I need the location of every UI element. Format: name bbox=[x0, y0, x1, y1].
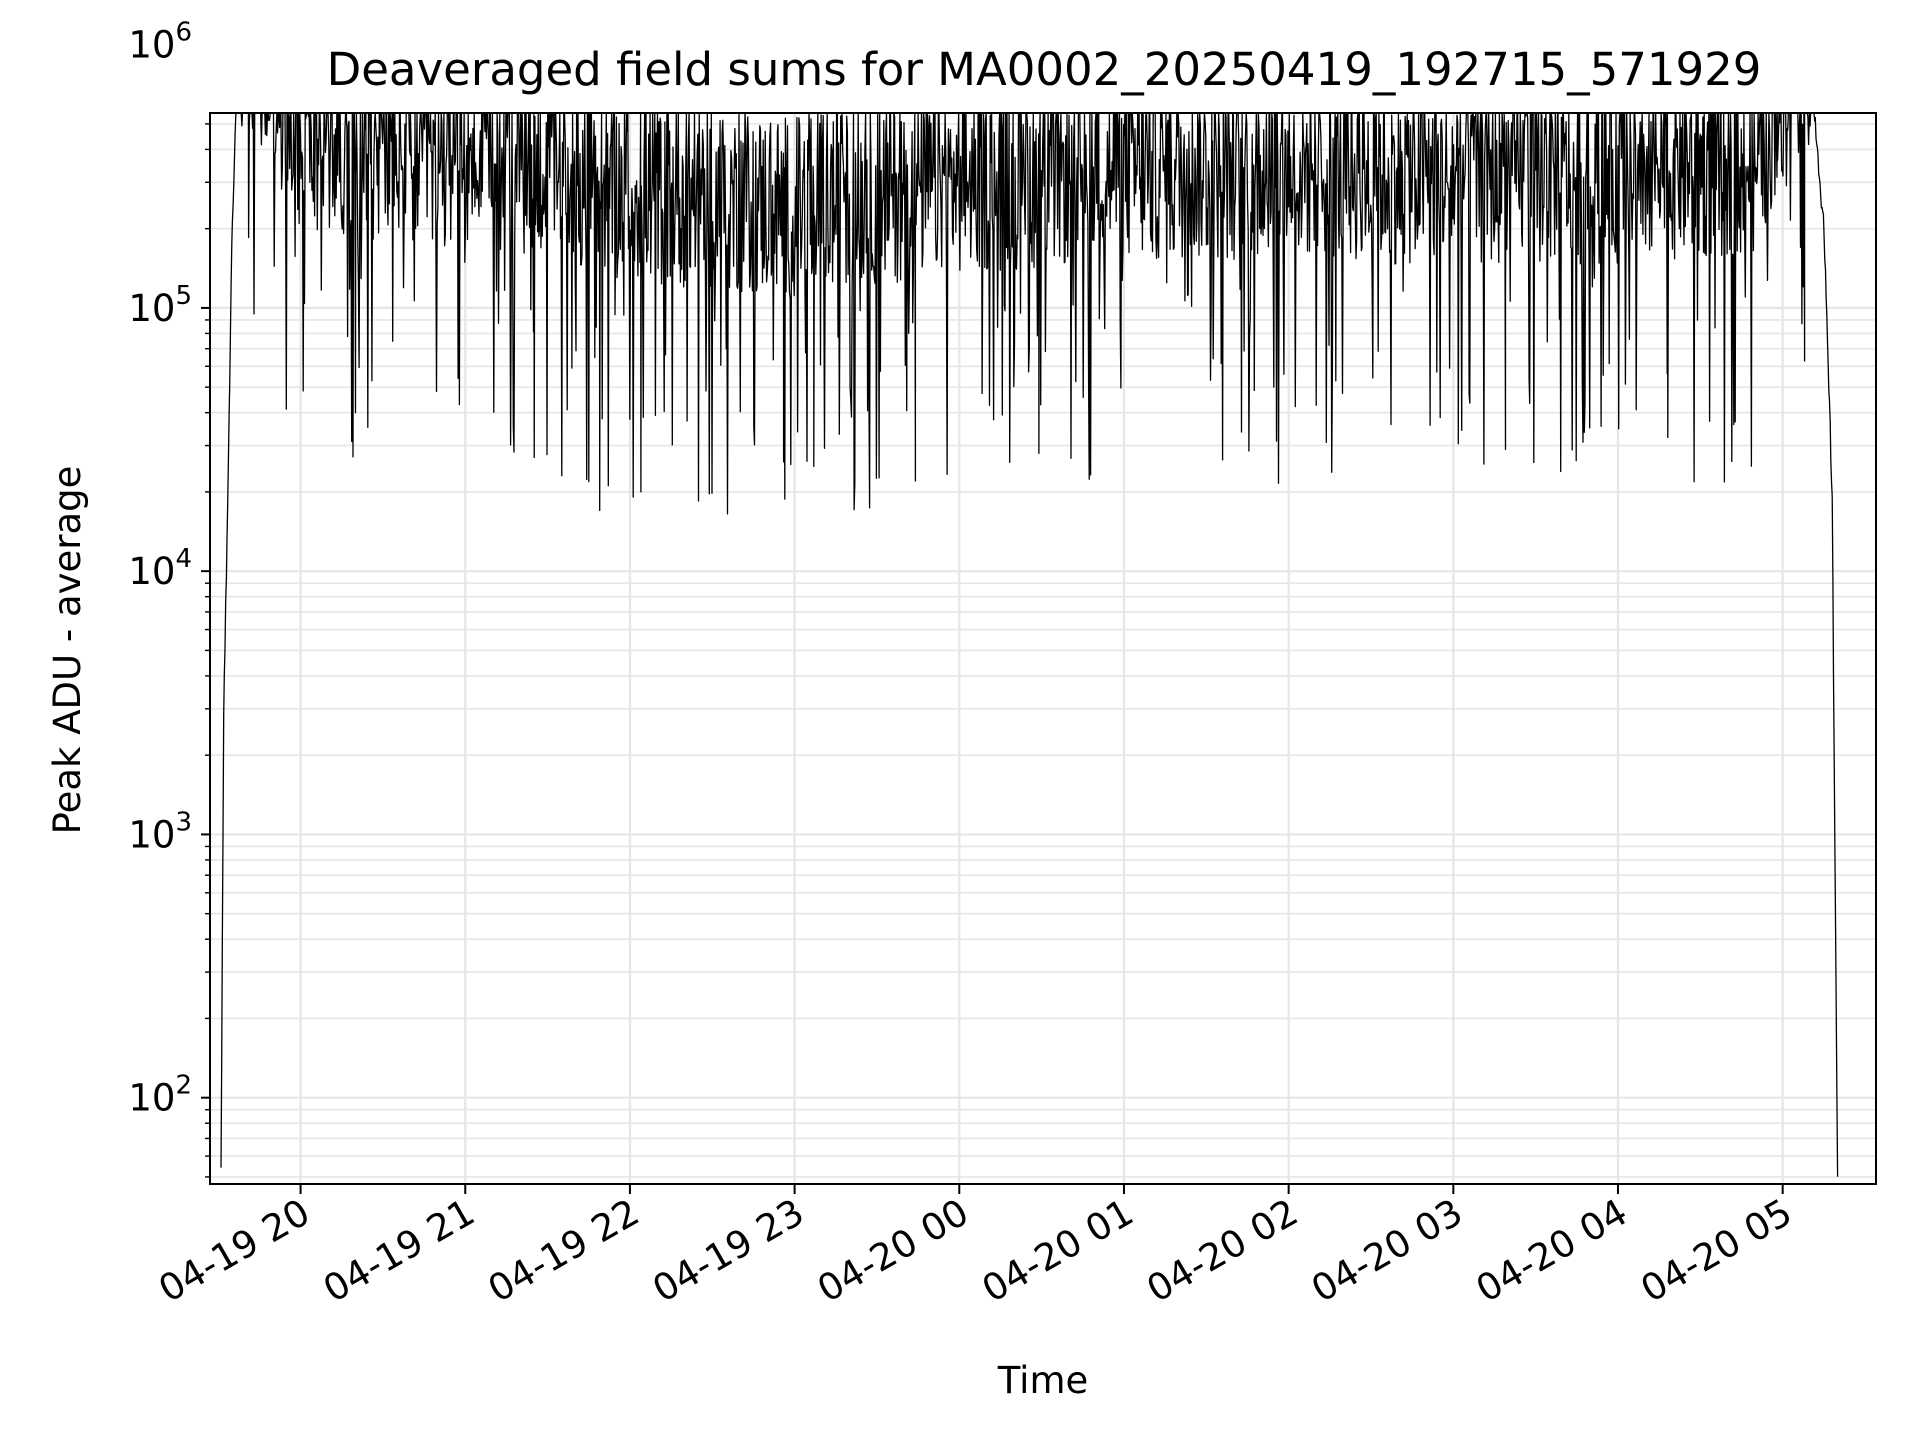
y-tick-label: 106 bbox=[128, 18, 192, 67]
y-tick-label: 105 bbox=[128, 281, 192, 330]
y-tick-label: 103 bbox=[128, 807, 192, 856]
chart-title: Deaveraged field sums for MA0002_2025041… bbox=[327, 43, 1762, 96]
y-tick-label: 104 bbox=[128, 544, 192, 593]
plot-area-frame bbox=[209, 112, 1877, 1185]
y-tick-label: 102 bbox=[128, 1071, 192, 1120]
series-line-group bbox=[220, 112, 1839, 1177]
y-axis-ticks: 102 103 104 105 106 bbox=[128, 18, 210, 1178]
series-line bbox=[220, 112, 1839, 1177]
y-axis-label: Peak ADU - average bbox=[46, 466, 89, 835]
x-axis-label: Time bbox=[997, 1359, 1089, 1402]
